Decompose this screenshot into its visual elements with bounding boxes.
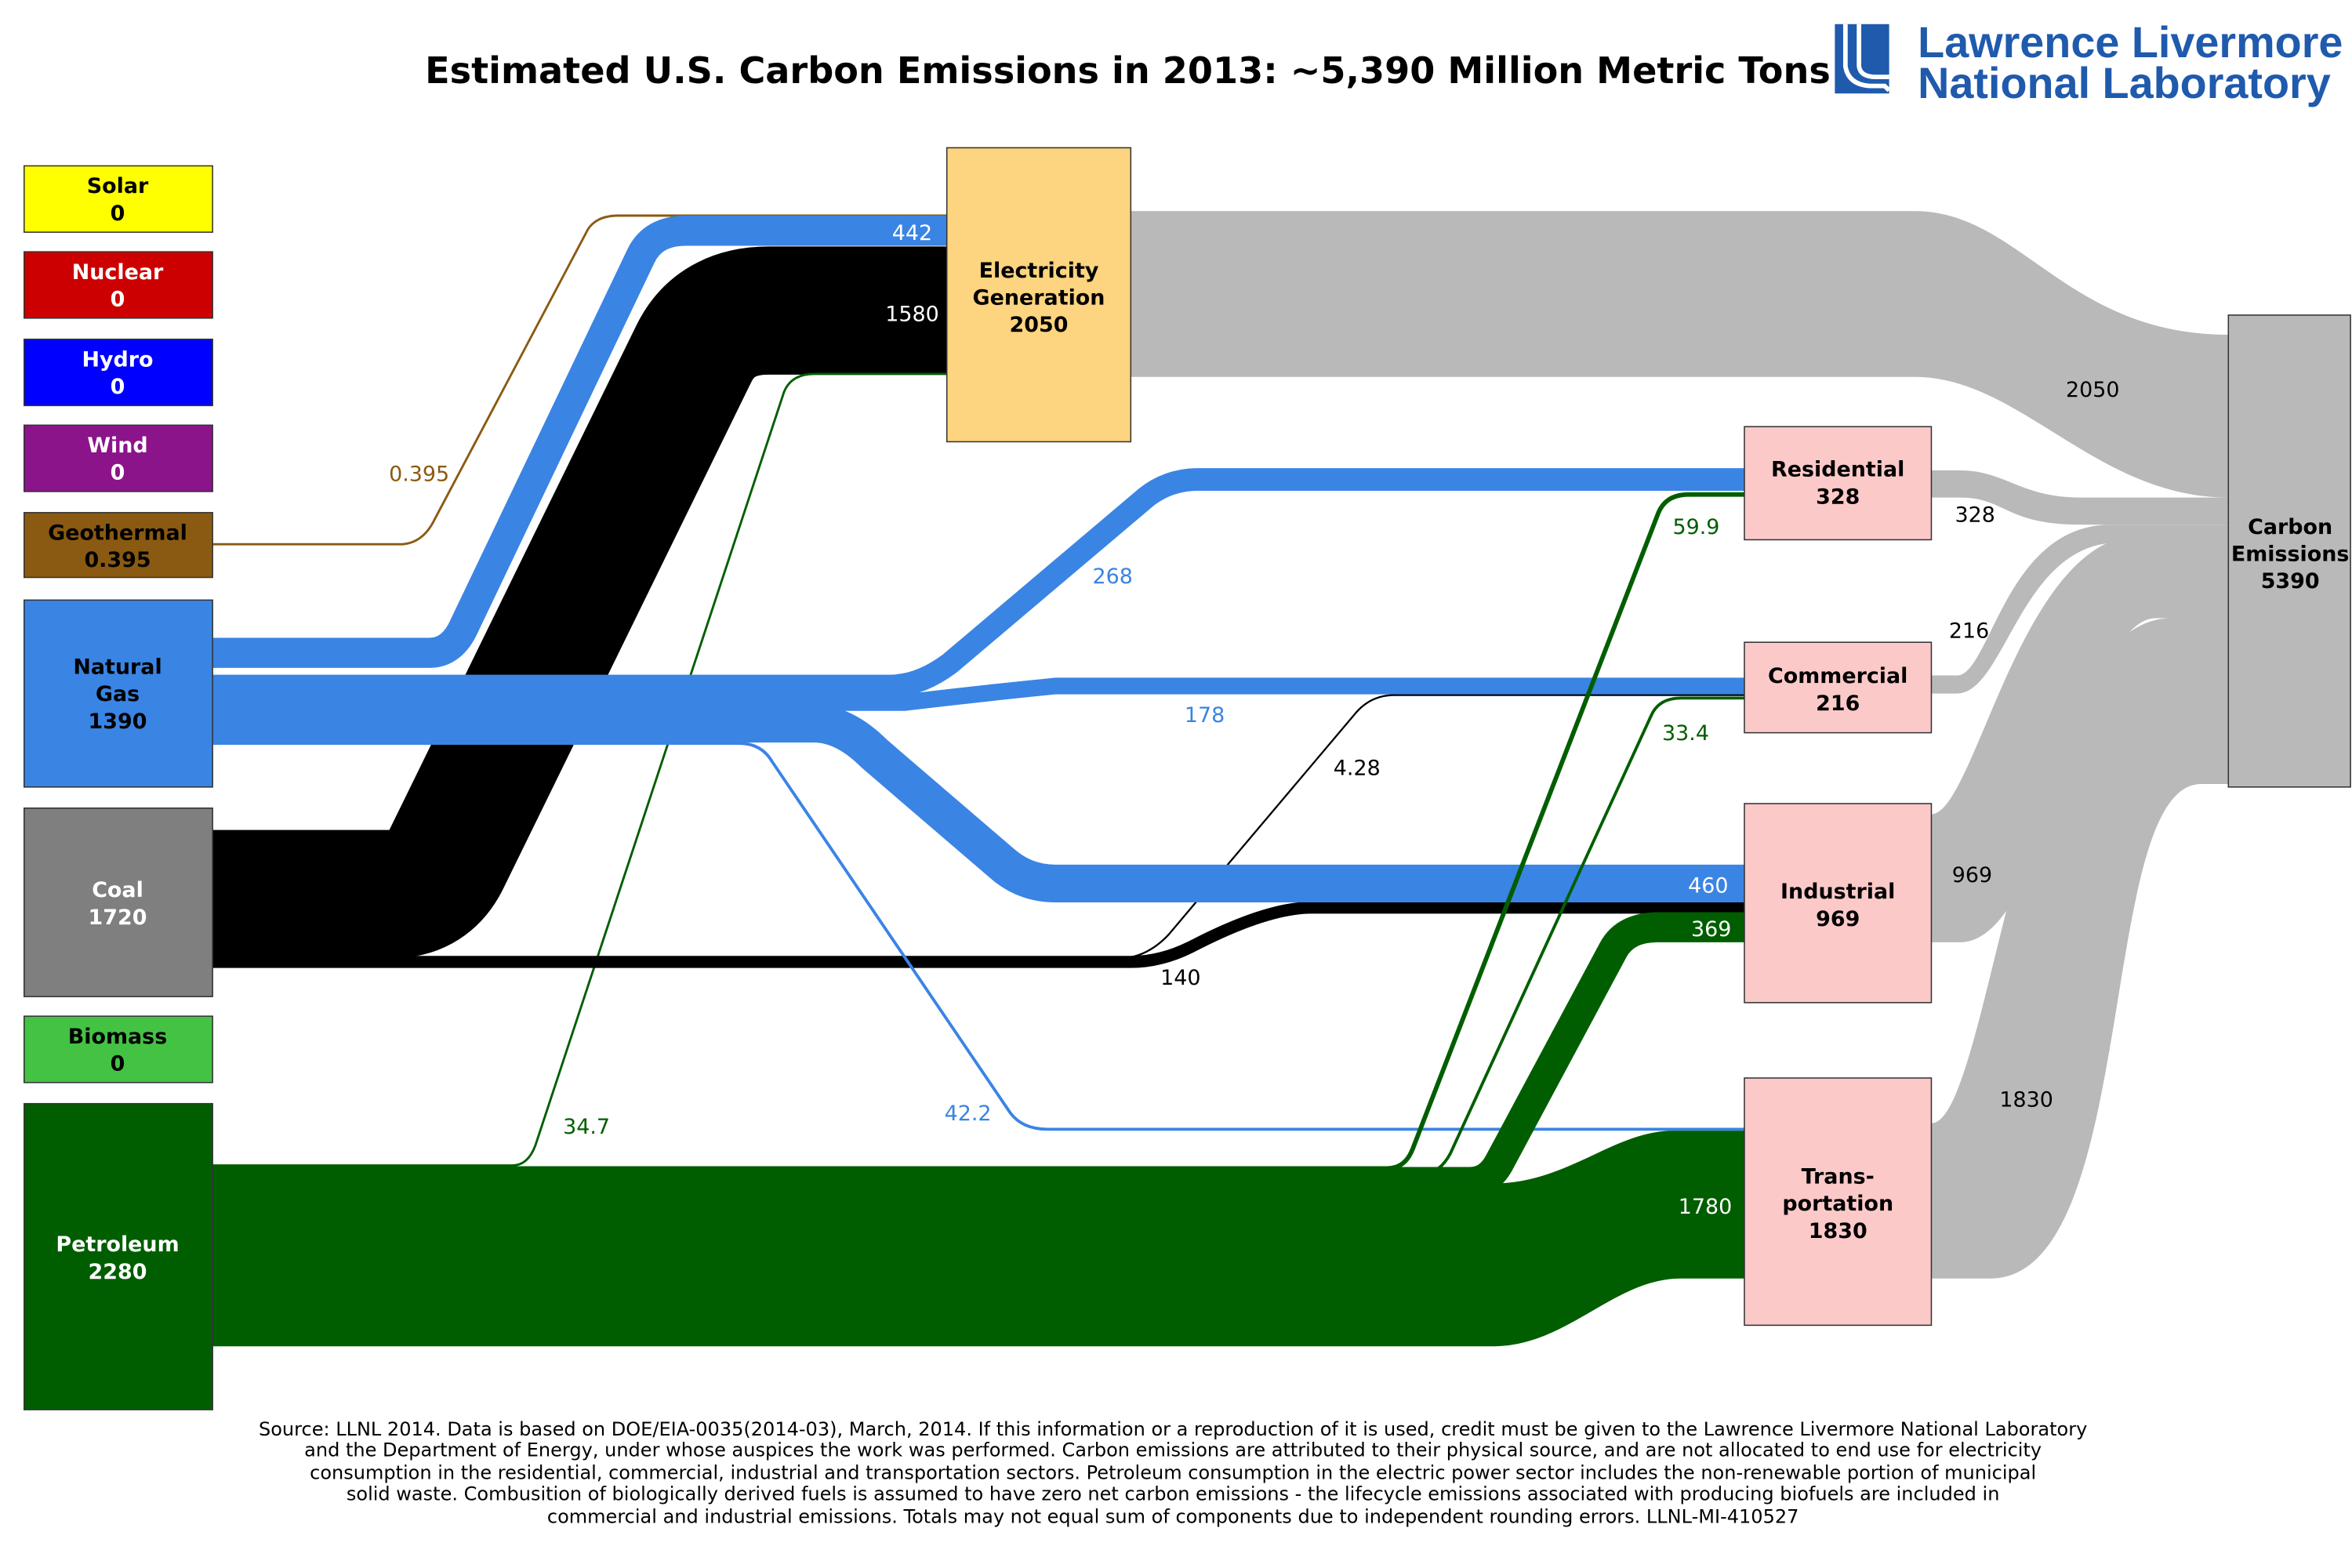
svg-text:Coal: Coal <box>92 878 143 902</box>
llnl-logo: Lawrence Livermore National Laboratory <box>1835 18 2343 107</box>
label-geo-elec: 0.395 <box>389 462 449 486</box>
label-gas-trans: 42.2 <box>945 1102 992 1126</box>
svg-text:0: 0 <box>111 1051 125 1076</box>
flow-coal-to-electricity <box>212 246 947 959</box>
flow-gas-to-commercial <box>212 677 1744 711</box>
svg-text:5390: 5390 <box>2261 569 2320 593</box>
sink-nodes: Electricity Generation 2050 Residential … <box>946 147 2351 1327</box>
label-ind-co2: 969 <box>1952 863 1992 887</box>
label-gas-com: 178 <box>1185 703 1225 728</box>
node-industrial: Industrial 969 <box>1744 803 1933 1004</box>
svg-text:Gas: Gas <box>96 682 140 706</box>
flow-coal-to-industrial <box>212 902 1744 968</box>
label-gas-ind: 460 <box>1688 873 1728 898</box>
flow-transportation-to-carbon <box>1931 618 2229 1279</box>
svg-text:Electricity: Electricity <box>979 259 1099 283</box>
label-com-co2: 216 <box>1949 619 1989 643</box>
svg-text:Wind: Wind <box>87 434 147 458</box>
node-geothermal: Geothermal 0.395 <box>23 512 213 579</box>
label-trans-co2: 1830 <box>1999 1088 2053 1112</box>
logo-line1: Lawrence Livermore <box>1918 18 2343 67</box>
svg-text:216: 216 <box>1816 691 1860 716</box>
flow-industrial-to-carbon <box>1931 535 2229 942</box>
svg-text:Carbon: Carbon <box>2248 515 2332 539</box>
svg-text:Hydro: Hydro <box>82 347 153 372</box>
label-pet-trans: 1780 <box>1679 1195 1732 1219</box>
svg-text:solid waste. Combusition of b: solid waste. Combusition of biologically… <box>347 1483 2000 1504</box>
svg-text:2050: 2050 <box>1010 313 1069 337</box>
svg-text:Source: LLNL 2014. Data is bas: Source: LLNL 2014. Data is based on DOE/… <box>259 1418 2087 1440</box>
svg-text:1720: 1720 <box>89 906 147 930</box>
svg-text:1830: 1830 <box>1809 1219 1867 1243</box>
flow-gas-to-transportation <box>212 742 1744 1131</box>
node-solar: Solar 0 <box>23 165 213 233</box>
svg-text:Commercial: Commercial <box>1768 664 1907 688</box>
node-hydro: Hydro 0 <box>23 338 213 407</box>
node-biomass: Biomass 0 <box>23 1015 213 1083</box>
label-gas-elec: 442 <box>892 221 932 245</box>
svg-text:Petroleum: Petroleum <box>56 1232 179 1257</box>
svg-text:0: 0 <box>111 287 125 311</box>
flow-petroleum-to-electricity <box>212 372 947 1167</box>
label-elec-co2: 2050 <box>2066 378 2119 402</box>
flow-electricity-to-carbon <box>1131 211 2229 498</box>
svg-text:Trans-: Trans- <box>1802 1165 1875 1189</box>
svg-text:Natural: Natural <box>73 655 162 680</box>
label-gas-res: 268 <box>1093 564 1133 589</box>
label-coal-ind: 140 <box>1160 966 1200 990</box>
source-note: Source: LLNL 2014. Data is based on DOE/… <box>259 1418 2087 1528</box>
node-electricity-generation: Electricity Generation 2050 <box>946 147 1132 443</box>
svg-text:0.395: 0.395 <box>84 548 151 572</box>
svg-text:Geothermal: Geothermal <box>48 521 187 545</box>
node-coal: Coal 1720 <box>23 808 213 997</box>
svg-text:969: 969 <box>1816 907 1860 931</box>
label-pet-elec: 34.7 <box>563 1115 610 1139</box>
svg-text:0: 0 <box>111 201 125 226</box>
node-wind: Wind 0 <box>23 424 213 492</box>
node-residential: Residential 328 <box>1744 426 1933 541</box>
fuel-flows <box>212 214 1745 1347</box>
source-nodes: Solar 0 Nuclear 0 Hydro 0 Wind 0 Geother… <box>23 165 213 1410</box>
node-commercial: Commercial 216 <box>1744 641 1933 734</box>
svg-text:Industrial: Industrial <box>1780 880 1895 904</box>
node-transportation: Trans- portation 1830 <box>1744 1077 1933 1327</box>
flow-gas-to-residential <box>212 468 1744 698</box>
node-petroleum: Petroleum 2280 <box>23 1102 213 1410</box>
svg-text:Residential: Residential <box>1771 458 1904 482</box>
svg-text:and the Department of Energy,: and the Department of Energy, under whos… <box>304 1439 2042 1461</box>
node-nuclear: Nuclear 0 <box>23 251 213 319</box>
label-res-co2: 328 <box>1955 503 1995 527</box>
svg-text:1390: 1390 <box>89 710 147 734</box>
flow-labels: 0.395 442 1580 34.7 268 178 460 42.2 4.2… <box>389 221 2119 1219</box>
emission-flows <box>1131 211 2229 1279</box>
svg-text:Biomass: Biomass <box>68 1025 167 1049</box>
node-carbon-emissions: Carbon Emissions 5390 <box>2227 314 2351 788</box>
svg-text:commercial and industrial emis: commercial and industrial emissions. Tot… <box>547 1505 1799 1527</box>
svg-text:0: 0 <box>111 461 125 485</box>
svg-text:consumption in the residential: consumption in the residential, commerci… <box>310 1462 2036 1484</box>
flow-petroleum-to-transportation <box>212 1131 1745 1347</box>
label-coal-elec: 1580 <box>885 303 938 327</box>
flow-gas-to-electricity <box>212 216 947 668</box>
svg-text:0: 0 <box>111 375 125 399</box>
label-pet-ind: 369 <box>1691 917 1731 942</box>
svg-text:portation: portation <box>1782 1192 1893 1216</box>
logo-line2: National Laboratory <box>1918 59 2331 107</box>
label-pet-res: 59.9 <box>1673 515 1720 539</box>
flow-gas-to-industrial <box>212 705 1744 902</box>
label-pet-com: 33.4 <box>1662 721 1709 746</box>
page-title: Estimated U.S. Carbon Emissions in 2013:… <box>425 49 1831 92</box>
label-coal-com: 4.28 <box>1334 756 1381 780</box>
flow-petroleum-to-industrial <box>212 912 1744 1197</box>
flow-geothermal-to-electricity <box>212 214 947 546</box>
svg-text:Nuclear: Nuclear <box>72 260 164 285</box>
svg-text:2280: 2280 <box>89 1260 147 1284</box>
flow-residential-to-carbon <box>1931 470 2229 525</box>
svg-text:328: 328 <box>1816 485 1860 509</box>
svg-text:Emissions: Emissions <box>2231 542 2350 566</box>
svg-text:Solar: Solar <box>87 174 149 198</box>
svg-text:Generation: Generation <box>973 285 1105 310</box>
node-natural-gas: Natural Gas 1390 <box>23 599 213 788</box>
